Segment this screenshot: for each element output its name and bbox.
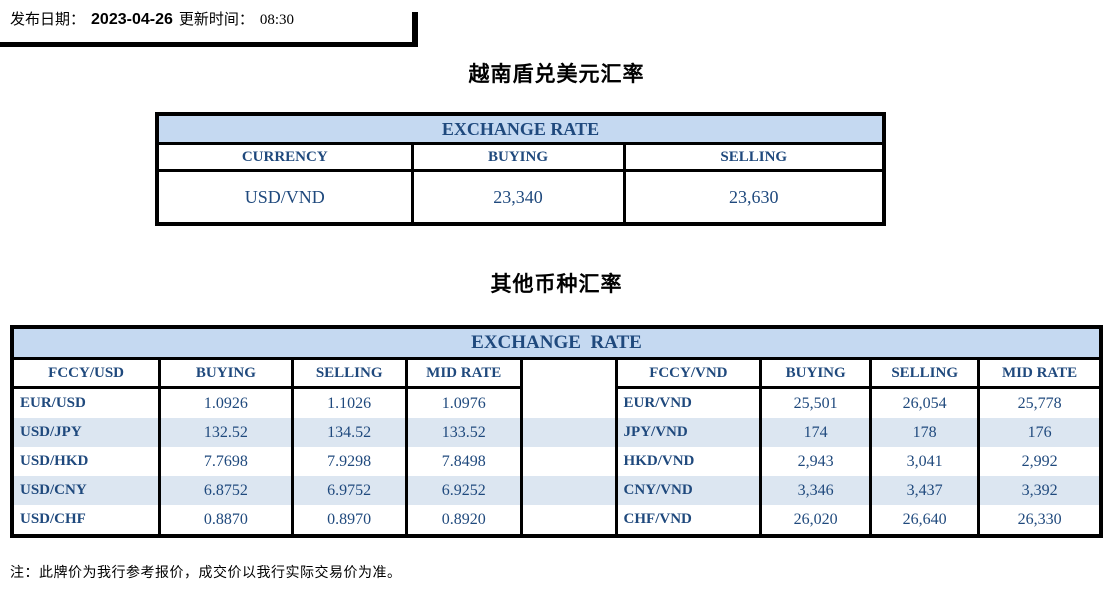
buying-cell: 6.8752	[158, 476, 294, 505]
selling-cell: 1.1026	[290, 387, 408, 418]
table-row: USD/JPY 132.52 134.52 133.52 JPY/VND 174…	[10, 418, 1103, 447]
pair-cell: EUR/USD	[10, 387, 162, 418]
table-row: USD/CHF 0.8870 0.8970 0.8920 CHF/VND 26,…	[10, 505, 1103, 536]
midrate-cell: 176	[977, 418, 1103, 447]
midrate-cell: 26,330	[977, 505, 1103, 536]
pair-cell: EUR/VND	[614, 387, 763, 418]
pair-cell: JPY/VND	[614, 418, 763, 447]
midrate-cell: 3,392	[977, 476, 1103, 505]
col-selling: SELLING	[622, 142, 886, 172]
table2-column-header-row: FCCY/USD BUYING SELLING MID RATE FCCY/VN…	[10, 357, 1103, 389]
selling-cell: 3,041	[869, 447, 981, 476]
selling-cell: 26,640	[869, 505, 981, 536]
pair-cell: USD/CNY	[10, 476, 162, 505]
col-fccy-vnd: FCCY/VND	[614, 357, 763, 389]
col-buying-left: BUYING	[158, 357, 294, 389]
col-fccy-usd: FCCY/USD	[10, 357, 162, 389]
table-row: USD/CNY 6.8752 6.9752 6.9252 CNY/VND 3,3…	[10, 476, 1103, 505]
footer-note: 注：此牌价为我行参考报价，成交价以我行实际交易价为准。	[10, 566, 402, 581]
selling-cell: 134.52	[290, 418, 408, 447]
selling-cell: 178	[869, 418, 981, 447]
pair-cell: USD/JPY	[10, 418, 162, 447]
buying-cell: 23,340	[410, 169, 626, 226]
buying-cell: 2,943	[759, 447, 873, 476]
selling-cell: 0.8970	[290, 505, 408, 536]
midrate-cell: 133.52	[404, 418, 523, 447]
pair-cell: CHF/VND	[614, 505, 763, 536]
selling-cell: 26,054	[869, 387, 981, 418]
table-row: EUR/USD 1.0926 1.1026 1.0976 EUR/VND 25,…	[10, 387, 1103, 418]
box-right-edge	[412, 12, 418, 47]
selling-cell: 6.9752	[290, 476, 408, 505]
table-row: USD/VND 23,340 23,630	[155, 169, 886, 226]
table1-column-header-row: CURRENCY BUYING SELLING	[155, 142, 886, 172]
col-currency: CURRENCY	[155, 142, 414, 172]
publish-date-value: 2023-04-26	[91, 11, 173, 28]
buying-cell: 3,346	[759, 476, 873, 505]
gap-cell	[519, 505, 618, 536]
col-midrate-left: MID RATE	[404, 357, 523, 389]
publish-info-box: 发布日期： 2023-04-26 更新时间： 08:30	[0, 0, 418, 47]
pair-cell: CNY/VND	[614, 476, 763, 505]
col-selling-right: SELLING	[869, 357, 981, 389]
gap-cell	[519, 418, 618, 447]
section2-title: 其他币种汇率	[490, 272, 623, 296]
table-row: USD/HKD 7.7698 7.9298 7.8498 HKD/VND 2,9…	[10, 447, 1103, 476]
update-time-value: 08:30	[259, 12, 295, 28]
midrate-cell: 0.8920	[404, 505, 523, 536]
publish-date-label: 发布日期：	[10, 12, 86, 28]
selling-cell: 7.9298	[290, 447, 408, 476]
buying-cell: 7.7698	[158, 447, 294, 476]
table1-header: EXCHANGE RATE	[155, 112, 886, 145]
buying-cell: 1.0926	[158, 387, 294, 418]
gap-cell	[519, 358, 618, 388]
col-buying: BUYING	[410, 142, 626, 172]
selling-cell: 23,630	[622, 169, 886, 226]
col-buying-right: BUYING	[759, 357, 873, 389]
pair-cell: HKD/VND	[614, 447, 763, 476]
selling-cell: 3,437	[869, 476, 981, 505]
gap-cell	[519, 476, 618, 505]
section1-title: 越南盾兑美元汇率	[468, 62, 645, 86]
table2-header: EXCHANGE RATE	[10, 325, 1103, 360]
pair-cell: USD/CHF	[10, 505, 162, 536]
gap-cell	[519, 387, 618, 418]
gap-cell	[519, 447, 618, 476]
buying-cell: 174	[759, 418, 873, 447]
midrate-cell: 1.0976	[404, 387, 523, 418]
col-midrate-right: MID RATE	[977, 357, 1103, 389]
other-currencies-rate-table: EXCHANGE RATE FCCY/USD BUYING SELLING MI…	[10, 325, 1103, 538]
midrate-cell: 25,778	[977, 387, 1103, 418]
buying-cell: 0.8870	[158, 505, 294, 536]
midrate-cell: 6.9252	[404, 476, 523, 505]
buying-cell: 25,501	[759, 387, 873, 418]
update-time-label: 更新时间：	[178, 12, 254, 28]
col-selling-left: SELLING	[290, 357, 408, 389]
usd-vnd-rate-table: EXCHANGE RATE CURRENCY BUYING SELLING US…	[155, 112, 887, 226]
midrate-cell: 2,992	[977, 447, 1103, 476]
currency-pair-cell: USD/VND	[155, 169, 414, 226]
midrate-cell: 7.8498	[404, 447, 523, 476]
buying-cell: 26,020	[759, 505, 873, 536]
buying-cell: 132.52	[158, 418, 294, 447]
pair-cell: USD/HKD	[10, 447, 162, 476]
